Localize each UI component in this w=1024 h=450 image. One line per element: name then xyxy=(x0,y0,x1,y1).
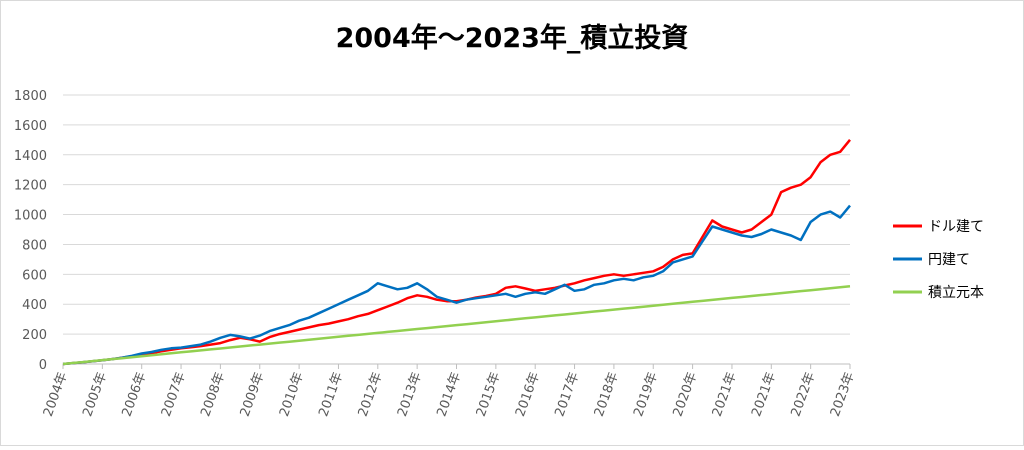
legend-label: 円建て xyxy=(928,252,970,268)
series-line xyxy=(62,204,851,366)
chart-title: 2004年～2023年_積立投資 xyxy=(336,22,689,54)
y-tick-label: 1200 xyxy=(14,179,47,194)
y-tick-label: 1800 xyxy=(14,89,47,104)
legend-label: ドル建て xyxy=(928,219,984,235)
y-tick-label: 1000 xyxy=(14,209,47,224)
y-tick-label: 1400 xyxy=(14,149,47,164)
y-tick-label: 1600 xyxy=(14,119,47,134)
y-tick-label: 400 xyxy=(22,298,47,313)
y-tick-label: 600 xyxy=(22,268,47,283)
legend-label: 積立元本 xyxy=(928,285,984,301)
y-tick-label: 800 xyxy=(22,238,47,253)
series-line xyxy=(62,139,851,366)
y-tick-label: 200 xyxy=(22,328,47,343)
series-line xyxy=(62,285,851,366)
y-tick-label: 0 xyxy=(39,358,47,373)
